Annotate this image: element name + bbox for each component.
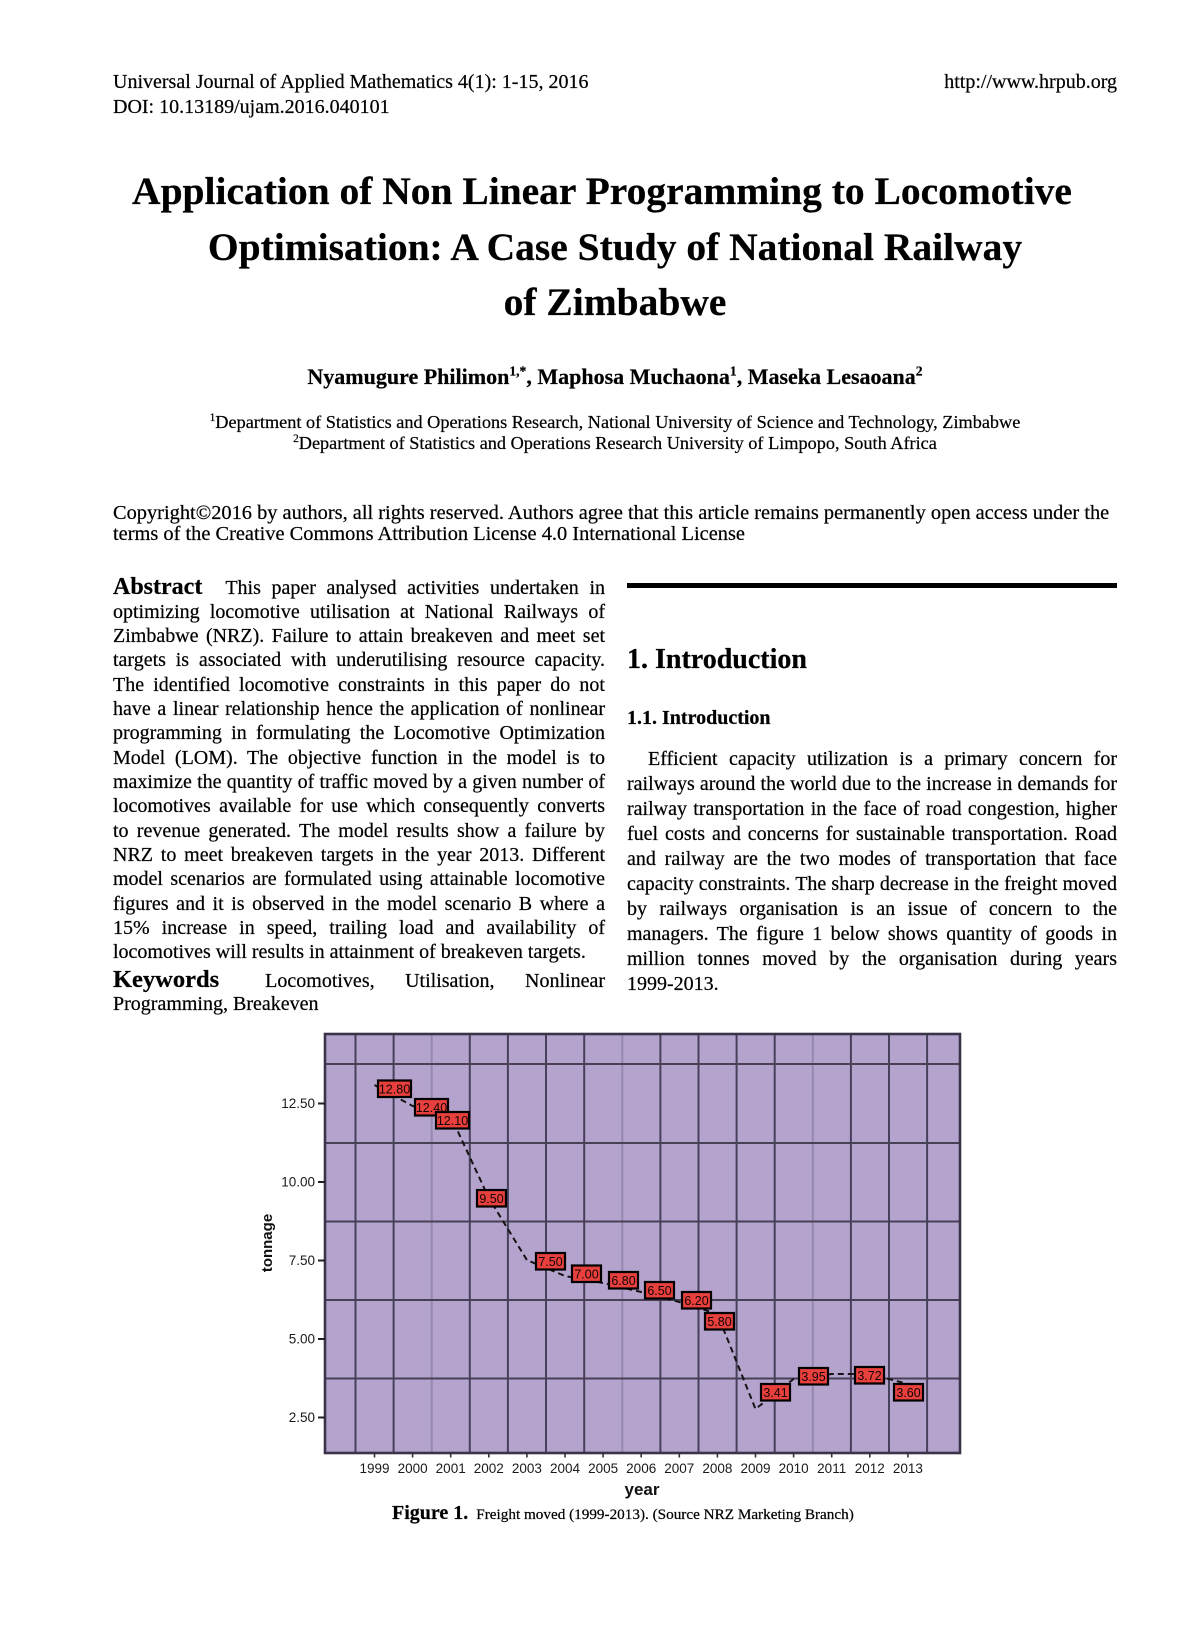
svg-text:year: year xyxy=(625,1480,660,1499)
svg-text:7.00: 7.00 xyxy=(574,1268,598,1282)
svg-text:6.50: 6.50 xyxy=(647,1284,671,1298)
svg-text:6.80: 6.80 xyxy=(611,1274,635,1288)
svg-text:2009: 2009 xyxy=(740,1461,770,1476)
svg-text:7.50: 7.50 xyxy=(538,1255,562,1269)
svg-text:12.80: 12.80 xyxy=(379,1083,410,1097)
svg-text:tonnage: tonnage xyxy=(259,1214,276,1272)
svg-text:7.50: 7.50 xyxy=(289,1253,315,1268)
svg-text:2012: 2012 xyxy=(855,1461,885,1476)
svg-text:2003: 2003 xyxy=(512,1461,542,1476)
svg-text:2001: 2001 xyxy=(436,1461,466,1476)
svg-text:12.50: 12.50 xyxy=(281,1096,315,1111)
svg-text:2007: 2007 xyxy=(664,1461,694,1476)
svg-text:2005: 2005 xyxy=(588,1461,618,1476)
svg-text:2010: 2010 xyxy=(779,1461,809,1476)
svg-text:2011: 2011 xyxy=(817,1461,846,1476)
svg-text:1999: 1999 xyxy=(359,1461,389,1476)
svg-text:5.00: 5.00 xyxy=(289,1332,315,1347)
svg-text:12.10: 12.10 xyxy=(437,1114,468,1128)
svg-text:2004: 2004 xyxy=(550,1461,581,1476)
svg-text:3.41: 3.41 xyxy=(763,1386,787,1400)
svg-text:2000: 2000 xyxy=(398,1461,428,1476)
svg-text:2.50: 2.50 xyxy=(289,1410,315,1425)
svg-text:10.00: 10.00 xyxy=(281,1175,315,1190)
svg-text:5.80: 5.80 xyxy=(707,1315,731,1329)
svg-text:2002: 2002 xyxy=(474,1461,504,1476)
svg-text:2006: 2006 xyxy=(626,1461,656,1476)
svg-text:2008: 2008 xyxy=(702,1461,732,1476)
svg-text:3.60: 3.60 xyxy=(896,1386,920,1400)
svg-text:9.50: 9.50 xyxy=(479,1192,503,1206)
svg-text:2013: 2013 xyxy=(893,1461,923,1476)
svg-text:3.95: 3.95 xyxy=(801,1370,825,1384)
svg-text:6.20: 6.20 xyxy=(684,1294,708,1308)
svg-text:3.72: 3.72 xyxy=(857,1369,881,1383)
